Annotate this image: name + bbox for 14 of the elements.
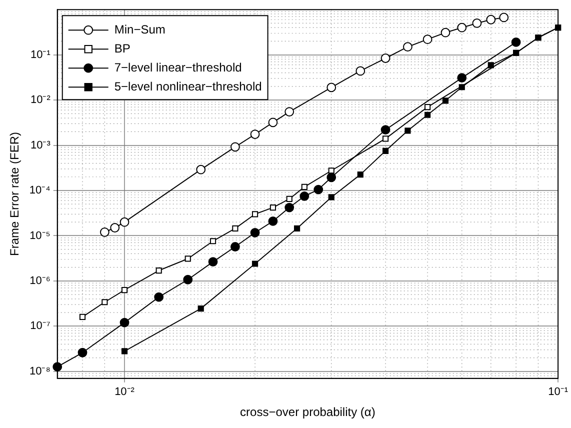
- y-tick-label: 10⁻⁵: [30, 230, 50, 242]
- x-axis-title: cross−over probability (α): [240, 405, 376, 420]
- y-tick-label: 10⁻¹: [30, 48, 51, 61]
- legend-label: 7−level linear−threshold: [114, 60, 242, 74]
- y-axis-title: Frame Error rate (FER): [8, 132, 22, 256]
- legend-label: 5−level nonlinear−threshold: [114, 79, 262, 94]
- y-tick-label: 10⁻³: [30, 139, 51, 152]
- legend-label: BP: [114, 41, 130, 56]
- y-tick-label: 10⁻⁷: [30, 320, 50, 332]
- y-tick-label: 10⁻²: [30, 94, 51, 106]
- y-tick-label: 10⁻⁸: [29, 365, 50, 378]
- legend-label: Min−Sum: [114, 22, 166, 36]
- y-tick-label: 10⁻⁶: [30, 274, 50, 287]
- y-tick-label: 10⁻⁴: [29, 184, 51, 197]
